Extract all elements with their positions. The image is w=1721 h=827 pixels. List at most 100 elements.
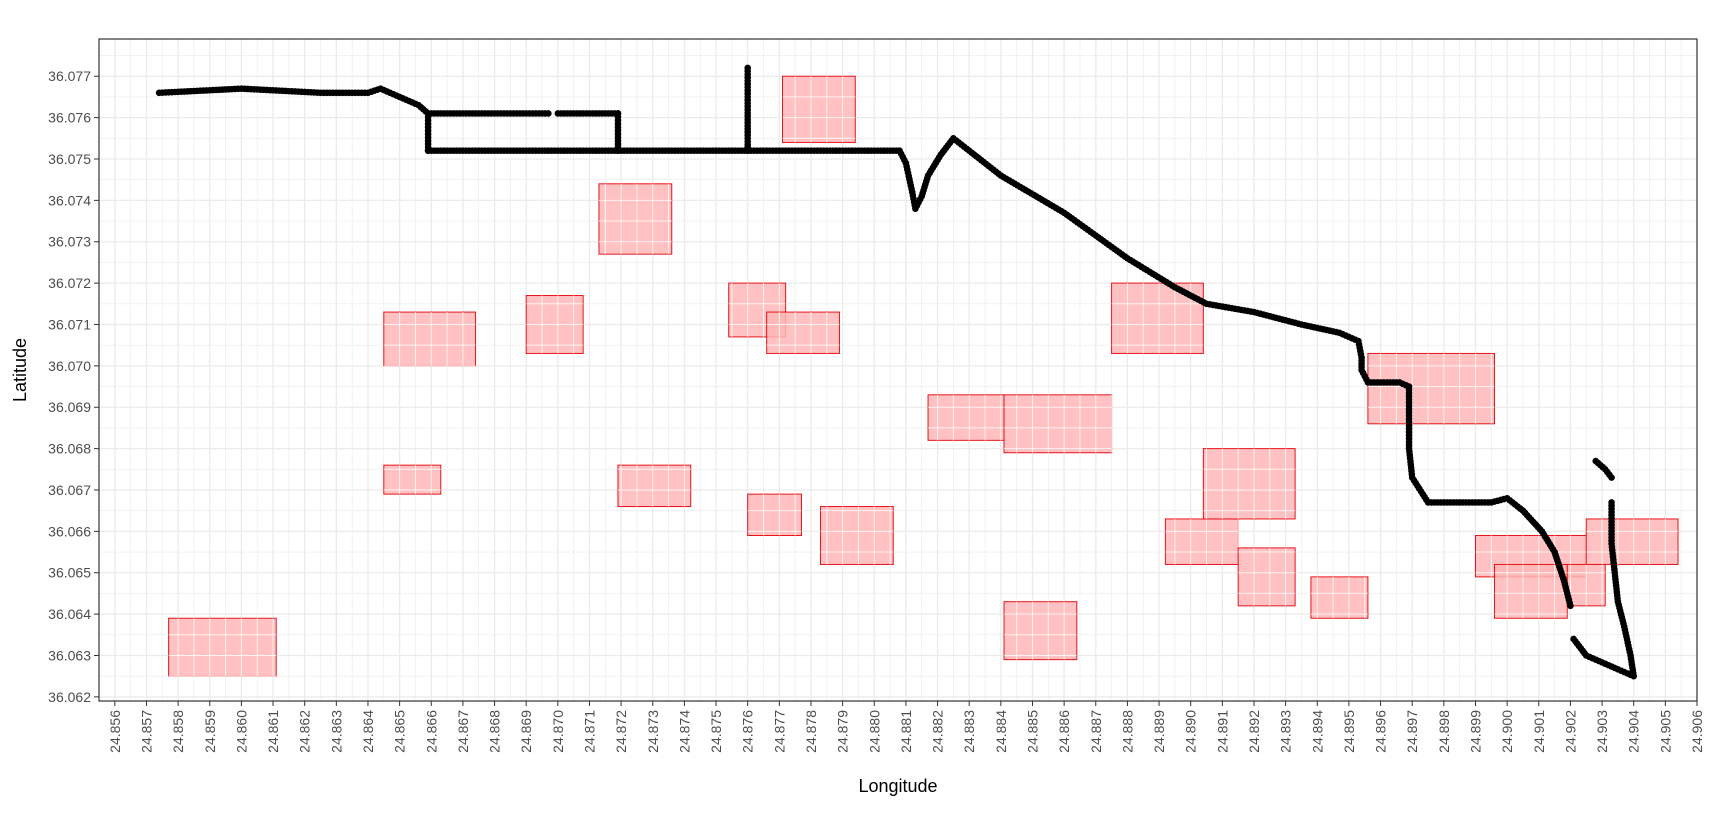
tile-inner-grid [1494,564,1568,619]
tile-inner-grid [598,183,672,255]
y-tick-label: 36.066 [48,523,91,539]
x-tick-label: 24.877 [771,710,787,753]
x-tick-label: 24.894 [1309,710,1325,753]
x-tick-label: 24.883 [961,710,977,753]
tile-inner-grid [1203,448,1296,519]
points-layer [155,64,1638,680]
x-axis-title: Longitude [858,776,937,796]
y-tick-label: 36.072 [48,275,91,291]
x-tick-label: 24.904 [1626,710,1642,753]
tile-inner-grid [1310,576,1368,619]
tile-inner-grid [1238,547,1296,606]
x-tick-label: 24.879 [835,710,851,753]
x-tick-label: 24.880 [866,710,882,753]
grid-cell-tile [1310,576,1369,619]
tile-inner-grid [1111,283,1204,354]
x-tick-label: 24.891 [1214,710,1230,753]
x-tick-label: 24.873 [645,710,661,753]
tile-inner-grid [766,312,840,354]
x-tick-label: 24.906 [1689,710,1705,753]
grid-cell-tile [1202,448,1296,520]
x-tick-label: 24.861 [265,710,281,753]
grid-cell-tile [782,75,856,143]
x-tick-label: 24.858 [170,710,186,753]
grid-cell-tile [766,311,840,354]
gps-point [1567,602,1574,610]
tiles-layer [168,75,1679,677]
x-tick-label: 24.884 [993,710,1009,753]
x-tick-label: 24.865 [392,710,408,753]
y-tick-label: 36.069 [48,399,91,415]
x-tick-label: 24.866 [423,710,439,753]
y-tick-label: 36.064 [48,606,91,622]
x-tick-label: 24.901 [1531,710,1547,753]
tile-inner-grid [383,312,476,367]
grid-cell-tile [598,183,673,255]
x-tick-label: 24.889 [1151,710,1167,753]
x-tick-label: 24.869 [518,710,534,753]
grid-cell-tile [1585,518,1679,565]
grid-cell-tile [819,506,894,565]
tile-inner-grid [526,295,584,354]
x-tick-label: 24.902 [1562,710,1578,753]
x-tick-label: 24.867 [455,710,471,753]
tile-inner-grid [1004,601,1077,660]
tile-inner-grid [383,465,441,495]
x-tick-label: 24.878 [803,710,819,753]
x-tick-label: 24.905 [1657,710,1673,753]
grid-cell-tile [1493,563,1568,619]
x-ticks: 24.856 24.857 24.858 24.859 24.860 24.861 24.8… [107,701,1705,753]
grid-cell-tile [1003,601,1078,661]
y-tick-label: 36.071 [48,316,91,332]
grid-cell-tile [617,464,692,508]
grid-cell-tile [1367,352,1495,425]
x-tick-label: 24.895 [1341,710,1357,753]
x-tick-label: 24.874 [676,710,692,753]
y-tick-label: 36.062 [48,689,91,705]
x-tick-label: 24.871 [581,710,597,753]
tile-inner-grid [1586,518,1679,565]
gps-point [1608,499,1615,506]
x-tick-label: 24.899 [1467,710,1483,753]
grid-cell-tile [1164,518,1239,565]
grid-cell-tile [927,394,1005,441]
x-tick-label: 24.900 [1499,710,1515,753]
x-tick-label: 24.876 [740,710,756,753]
tile-inner-grid [617,465,691,507]
x-tick-label: 24.868 [487,710,503,753]
x-tick-label: 24.875 [708,710,724,753]
x-tick-label: 24.856 [107,710,123,753]
x-tick-label: 24.863 [328,710,344,753]
y-tick-label: 36.067 [48,482,91,498]
gps-point [744,64,751,72]
y-axis-title: Latitude [10,338,30,402]
grid-cell-tile [1003,394,1113,454]
x-tick-label: 24.872 [613,710,629,753]
x-tick-label: 24.864 [360,710,376,753]
x-tick-label: 24.887 [1088,710,1104,753]
grid-cell-tile [1237,547,1296,607]
y-tick-label: 36.075 [48,151,91,167]
x-tick-label: 24.882 [930,710,946,753]
gps-point [545,110,552,117]
tile-inner-grid [782,76,856,143]
grid-cell-tile [168,617,277,677]
y-tick-label: 36.077 [48,68,91,84]
y-tick-label: 36.068 [48,441,91,457]
x-tick-label: 24.898 [1436,710,1452,753]
x-tick-label: 24.897 [1404,710,1420,753]
x-tick-label: 24.893 [1278,710,1294,753]
x-tick-label: 24.870 [550,710,566,753]
tile-inner-grid [928,394,1005,441]
y-tick-label: 36.073 [48,234,91,250]
y-tick-label: 36.076 [48,110,91,126]
grid-cell-tile [383,311,477,367]
x-tick-label: 24.881 [898,710,914,753]
y-tick-label: 36.063 [48,647,91,663]
tile-inner-grid [168,618,277,677]
gps-point [1608,474,1615,481]
y-tick-label: 36.074 [48,192,91,208]
x-tick-label: 24.890 [1183,710,1199,753]
